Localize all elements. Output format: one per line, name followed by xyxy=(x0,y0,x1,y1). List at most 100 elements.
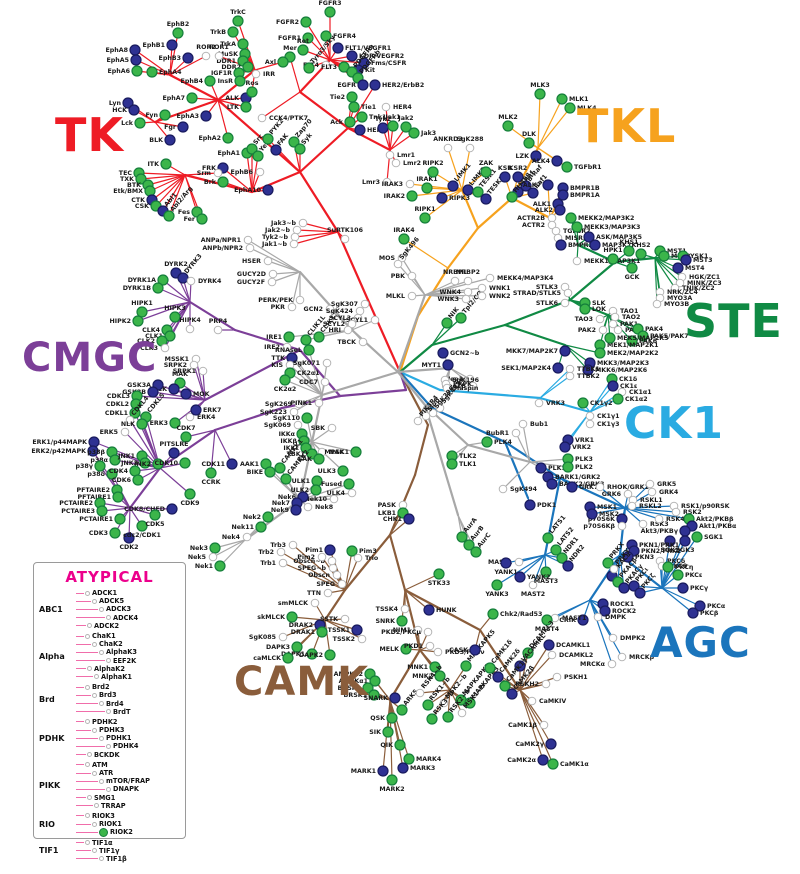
kinase-dot-green xyxy=(607,253,619,265)
kinase-dot-blue xyxy=(397,762,409,774)
kinase-label: JNK2 xyxy=(133,461,151,468)
legend-kinase-row: PDHK2 xyxy=(76,718,180,726)
kinase-dot-green xyxy=(94,460,106,472)
kinase-label: ROCK1 xyxy=(610,601,634,608)
kinase-dot-green xyxy=(169,417,181,429)
branch-line xyxy=(311,441,357,453)
branch-line xyxy=(537,147,568,168)
kinase-label: CK1γ2 xyxy=(590,400,613,407)
kinase-label: PRP4 xyxy=(209,318,228,325)
branch-line xyxy=(460,188,480,230)
branch-line xyxy=(137,301,191,322)
kinase-label: Jak1~b xyxy=(261,241,287,248)
kinase-label: MEK1/MAP2K1 xyxy=(607,342,659,349)
kinase-dot-green xyxy=(152,282,164,294)
kinase-label: SSTK xyxy=(320,616,339,623)
kinase-label: TrkB xyxy=(210,29,226,36)
family-label-cmgc: CMGC xyxy=(22,335,158,381)
kinase-dot-open xyxy=(413,625,423,635)
kinase-dot-green xyxy=(446,458,458,470)
kinase-dot-open xyxy=(518,419,528,429)
kinase-label: Jak3~b xyxy=(270,220,296,227)
kinase-dot-open xyxy=(547,220,557,230)
kinase-dot-open xyxy=(647,487,657,497)
kinase-dot-blue xyxy=(672,262,684,274)
kinase-dot-green xyxy=(283,331,295,343)
kinase-label: smMLCK xyxy=(278,600,309,607)
kinase-label: DLK xyxy=(522,131,537,138)
kinase-dot-green xyxy=(658,250,670,262)
kinase-label: MINK/ZC3 xyxy=(687,280,722,287)
kinase-label: TAO2 xyxy=(622,314,640,321)
kinase-dot-open xyxy=(435,403,445,413)
kinase-label: Brk xyxy=(204,179,217,186)
kinase-label: ERK2/p42MAPK xyxy=(31,448,87,455)
branch-line xyxy=(162,174,186,212)
kinase-dot-green xyxy=(368,689,380,701)
kinase-label: SgK307 xyxy=(331,301,358,308)
branch-line xyxy=(424,294,467,300)
kinase-label: PITSLRE xyxy=(160,441,189,448)
kinase-label: DRAK1 xyxy=(291,629,315,636)
kinase-dot-green xyxy=(491,579,503,591)
kinase-label: TLK1 xyxy=(459,461,477,468)
branch-line xyxy=(147,174,186,186)
kinase-label: SGK1 xyxy=(704,534,723,541)
legend-kinase-name: ATM xyxy=(92,760,108,769)
kinase-label: GRK4 xyxy=(659,489,679,496)
kinase-label: FAK xyxy=(276,132,291,148)
kinase-label: SCYL3 xyxy=(329,315,351,322)
kinase-label: Nek1 xyxy=(195,563,213,570)
legend-kinase-row: ChaK2 xyxy=(76,640,180,648)
kinase-label: RSKL2 xyxy=(639,503,662,510)
kinase-dot-open xyxy=(511,428,521,438)
kinase-dot-open xyxy=(465,143,475,153)
branch-line xyxy=(489,667,521,691)
kinase-dot-green xyxy=(540,566,552,578)
branch-line xyxy=(210,429,216,474)
kinase-dot-green xyxy=(255,521,267,533)
kinase-label: DAPK1 xyxy=(281,651,305,658)
kinase-dot-blue xyxy=(664,535,676,547)
kinase-label: ALK xyxy=(225,95,240,102)
kinase-dot-green xyxy=(562,461,574,473)
kinase-dot-green xyxy=(398,233,410,245)
kinase-label: Trio xyxy=(365,555,379,562)
kinase-dot-open xyxy=(357,634,367,644)
branch-line xyxy=(519,689,554,765)
branch-line xyxy=(141,301,191,313)
kinase-dot-open xyxy=(358,337,368,347)
kinase-dot-open xyxy=(213,168,223,178)
kinase-dot-open xyxy=(325,304,335,314)
kinase-dot-green xyxy=(246,86,258,98)
kinase-dot-open xyxy=(468,381,478,391)
kinase-label: BMPR1B xyxy=(570,185,600,192)
legend-kinase-row: ADCK2 xyxy=(76,622,180,630)
kinase-dot-green xyxy=(337,465,349,477)
kinase-dot-open xyxy=(627,501,637,511)
kinase-dot-open xyxy=(498,484,508,494)
kinase-dot-green xyxy=(441,317,453,329)
legend-open-dot xyxy=(87,795,92,801)
kinase-dot-open xyxy=(294,399,304,409)
kinase-dot-open xyxy=(251,69,261,79)
legend-branch-line xyxy=(76,721,84,723)
kinase-dot-blue xyxy=(622,551,634,563)
kinase-label: ERK1/p44MAPK xyxy=(32,439,88,446)
kinase-dot-green xyxy=(282,652,294,664)
kinase-dot-green xyxy=(534,88,546,100)
kinase-label: PLK2 xyxy=(575,464,593,471)
branch-line xyxy=(293,394,323,413)
branch-line xyxy=(302,222,339,233)
kinase-dot-blue xyxy=(200,110,212,122)
kinase-dot-blue xyxy=(694,600,706,612)
kinase-label: LOK xyxy=(592,306,607,313)
kinase-label: TAO3 xyxy=(575,316,593,323)
kinase-label: PAK6 xyxy=(639,338,658,345)
kinase-dot-blue xyxy=(607,380,619,392)
legend-kinase-name: TIF1γ xyxy=(99,846,120,855)
branch-line xyxy=(398,343,434,374)
kinase-dot-green xyxy=(499,680,511,692)
kinase-dot-blue xyxy=(524,499,536,511)
kinase-dot-open xyxy=(257,113,267,123)
